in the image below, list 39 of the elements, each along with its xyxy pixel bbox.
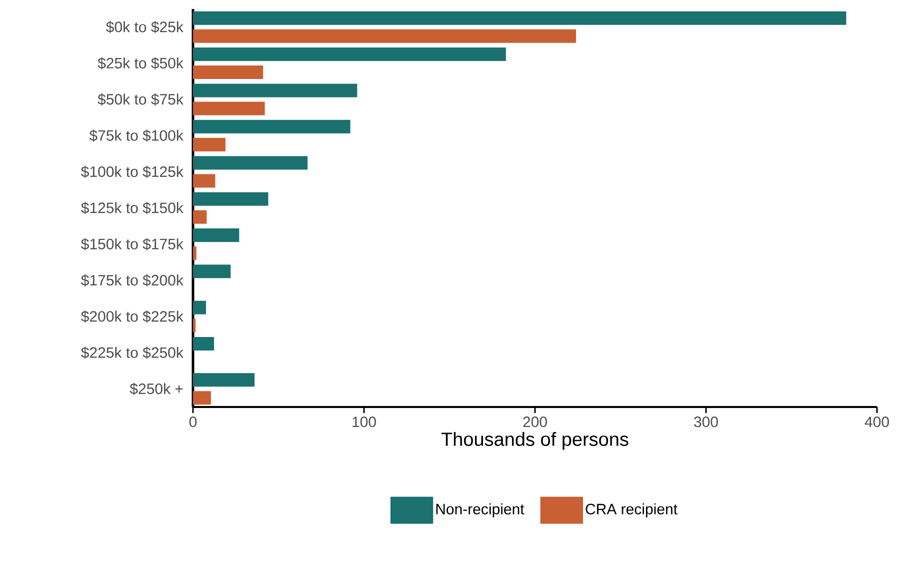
y-tick-label: $100k to $125k <box>81 166 184 178</box>
x-tick-label: 200 <box>523 416 547 428</box>
bar <box>193 336 214 350</box>
bar <box>193 373 255 387</box>
y-tick-label: $175k to $200k <box>81 274 184 286</box>
bar <box>193 210 207 224</box>
y-tick-label: $75k to $100k <box>89 130 184 142</box>
bar <box>193 48 506 62</box>
y-tick-label: $50k to $75k <box>98 93 184 106</box>
y-tick-label: $200k to $225k <box>81 310 184 323</box>
x-tick-label: 300 <box>694 416 718 428</box>
bar <box>193 300 206 314</box>
x-axis-title: Thousands of persons <box>441 432 628 450</box>
bar <box>193 192 268 206</box>
y-tick-label: $25k to $50k <box>98 57 184 70</box>
x-tick-label: 100 <box>352 416 376 428</box>
bar <box>193 318 196 332</box>
bar <box>193 11 846 25</box>
legend-label: Non-recipient <box>436 503 524 518</box>
y-tick-label: $0k to $25k <box>106 21 184 34</box>
bar <box>193 66 264 80</box>
bar <box>193 156 308 170</box>
y-tick-label: $250k + <box>130 382 183 395</box>
y-tick-label: $150k to $175k <box>81 238 184 250</box>
x-tick-label: 0 <box>189 416 197 428</box>
bar <box>193 174 216 188</box>
bar <box>193 138 226 152</box>
bar <box>193 264 231 278</box>
bar <box>193 228 240 242</box>
y-tick-label: $225k to $250k <box>81 346 184 359</box>
bar <box>193 84 358 98</box>
bar <box>193 29 576 43</box>
x-tick-label: 400 <box>864 416 889 428</box>
legend-label: CRA recipient <box>586 503 678 518</box>
bar <box>193 102 265 116</box>
bar <box>193 391 211 405</box>
y-tick-label: $125k to $150k <box>81 202 184 214</box>
bar <box>193 246 196 260</box>
bar <box>193 120 350 134</box>
